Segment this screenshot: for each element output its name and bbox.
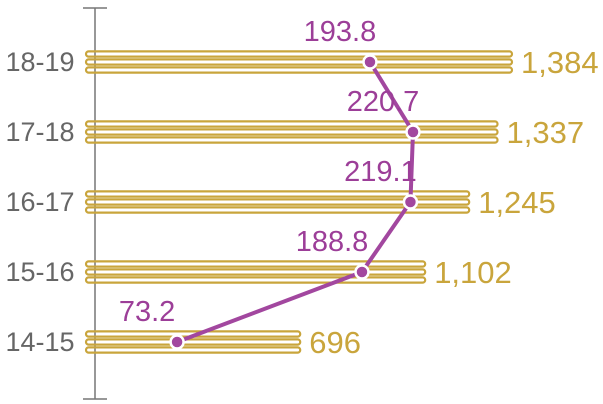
line-value-label: 193.8 — [304, 16, 377, 48]
bar-stripe — [84, 276, 427, 284]
line-point — [169, 334, 185, 350]
bar — [84, 50, 514, 74]
line-point — [354, 264, 370, 280]
bar — [84, 190, 471, 214]
bar-stripe — [84, 190, 471, 198]
bar-value-label: 696 — [309, 325, 361, 360]
bar-stripe — [84, 120, 499, 128]
bar-stripe — [84, 128, 499, 136]
bar-layer — [84, 50, 514, 354]
line-value-label: 73.2 — [119, 296, 175, 328]
bar-stripe — [84, 260, 427, 268]
bar-value-label: 1,102 — [434, 255, 512, 290]
line-value-label: 188.8 — [296, 226, 369, 258]
bar — [84, 260, 427, 284]
bar-stripe — [84, 136, 499, 144]
bar-stripe — [84, 58, 514, 66]
category-label: 14-15 — [5, 327, 74, 357]
bar-stripe — [84, 66, 514, 74]
bar-stripe — [84, 338, 302, 346]
category-label: 16-17 — [5, 187, 74, 217]
bar-value-label: 1,245 — [478, 185, 556, 220]
bar — [84, 120, 499, 144]
bar-stripe — [84, 50, 514, 58]
line-point — [362, 54, 378, 70]
bar-stripe — [84, 346, 302, 354]
line-point — [405, 124, 421, 140]
bar-stripe — [84, 206, 471, 214]
line-value-label: 220.7 — [347, 86, 420, 118]
category-label: 15-16 — [5, 257, 74, 287]
line-point — [402, 194, 419, 210]
line-layer — [169, 54, 421, 350]
bar-stripe — [84, 268, 427, 276]
category-label: 17-18 — [5, 117, 74, 147]
category-label: 18-19 — [5, 47, 74, 77]
bar-value-label: 1,384 — [521, 45, 599, 80]
bar-value-label: 1,337 — [507, 115, 585, 150]
line-value-label: 219.1 — [344, 156, 417, 188]
bar-stripe — [84, 198, 471, 206]
label-layer: 18-19 1,384 17-18 1,337 16-17 1,245 15-16 1,102… — [5, 16, 598, 360]
